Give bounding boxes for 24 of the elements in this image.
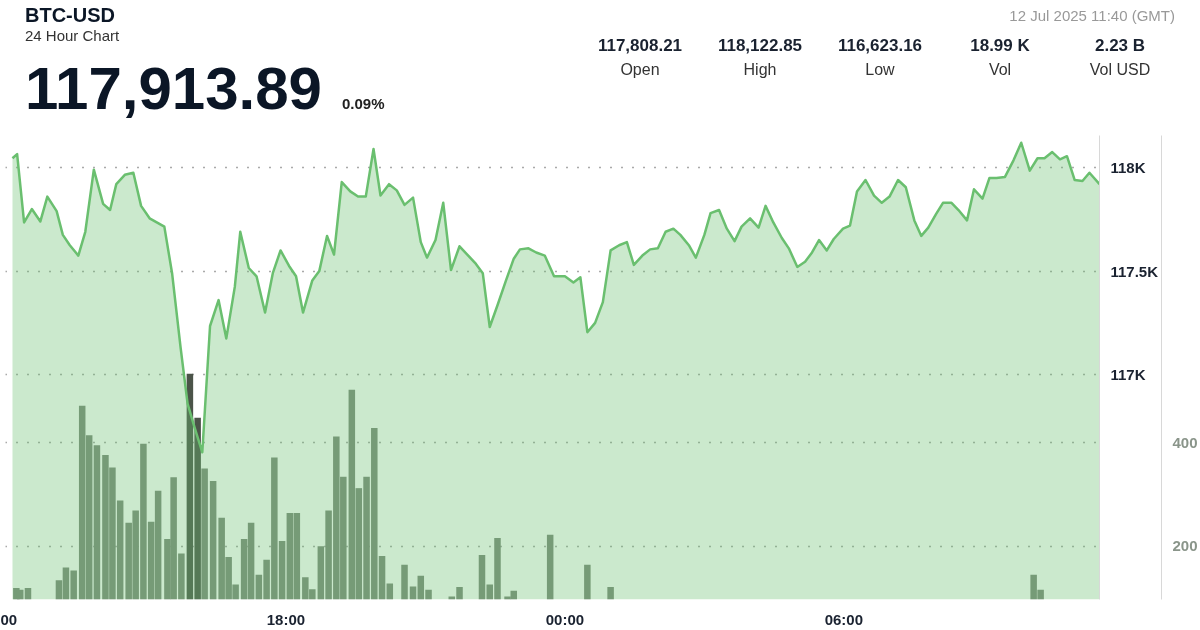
text: 118,122.85 bbox=[716, 35, 804, 58]
x-tick-label: 06:00 bbox=[824, 610, 864, 628]
chart-title: BTC-USD bbox=[25, 4, 116, 26]
y-tick-label: 118K bbox=[1110, 159, 1146, 177]
text: Vol USD bbox=[1088, 59, 1152, 80]
y-tick-label: 117.5K bbox=[1110, 262, 1159, 280]
x-tick-label: 18:00 bbox=[266, 610, 306, 628]
text: 12 Jul 2025 11:40 (GMT) bbox=[1008, 6, 1175, 26]
text: 117,913.89 bbox=[25, 54, 322, 125]
text: 2.23 B bbox=[1093, 35, 1147, 58]
y-tick-label: 117K bbox=[1110, 366, 1146, 384]
y2-tick-label: 400 bbox=[1172, 433, 1198, 451]
chart-subtitle: 24 Hour Chart bbox=[25, 26, 121, 46]
x-tick-label: 00:00 bbox=[545, 610, 585, 628]
text: Low bbox=[864, 59, 896, 80]
text: Open bbox=[619, 59, 661, 80]
y2-tick-label: 200 bbox=[1172, 537, 1198, 555]
text: High bbox=[742, 59, 778, 80]
text: 116,623.16 bbox=[836, 35, 924, 58]
text: Vol bbox=[987, 59, 1013, 80]
text: 18.99 K bbox=[969, 35, 1031, 58]
text: 117,808.21 bbox=[596, 35, 684, 58]
text: 0.09% bbox=[341, 94, 385, 115]
x-tick-label: 00 bbox=[0, 610, 18, 628]
